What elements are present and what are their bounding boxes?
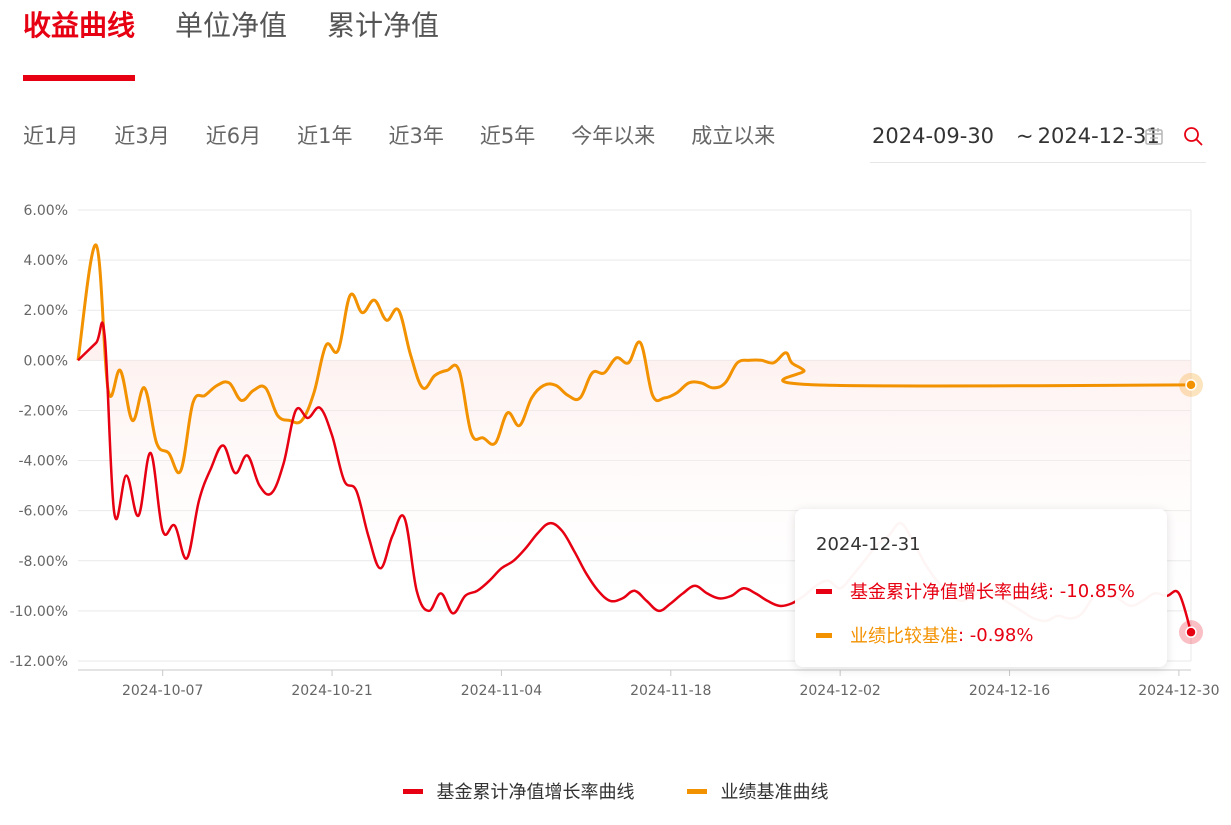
- y-tick-label: 4.00%: [24, 253, 68, 269]
- y-tick-label: 2.00%: [24, 303, 68, 319]
- end-markers: [1179, 372, 1203, 645]
- fund-end-point: [1185, 626, 1197, 638]
- y-tick-label: 6.00%: [24, 203, 68, 219]
- x-tick-label: 2024-12-02: [799, 683, 880, 699]
- date-end-input[interactable]: 2024-12-31: [1037, 124, 1160, 148]
- legend-swatch-fund: [402, 788, 423, 794]
- benchmark-line: [76, 243, 1192, 475]
- period-since-inception[interactable]: 成立以来: [691, 124, 776, 148]
- x-tick-label: 2024-10-21: [291, 683, 372, 699]
- legend-label-benchmark: 业绩基准曲线: [720, 782, 829, 803]
- period-3y[interactable]: 近3年: [388, 124, 444, 148]
- tooltip-benchmark-value: : -0.98%: [958, 624, 1034, 646]
- tooltip-benchmark-label: 业绩比较基准: [850, 626, 958, 647]
- period-1y[interactable]: 近1年: [297, 124, 353, 148]
- tab-unit-nav[interactable]: 单位净值: [175, 9, 288, 42]
- x-tick-label: 2024-11-04: [461, 683, 542, 699]
- x-axis: 2024-10-07 2024-10-21 2024-11-04 2024-11-18…: [78, 669, 1220, 699]
- x-tick-label: 2024-12-16: [969, 683, 1050, 699]
- y-tick-label: -4.00%: [18, 454, 68, 470]
- fund-swatch: [816, 588, 832, 594]
- period-6m[interactable]: 近6月: [205, 124, 262, 148]
- tooltip-fund-value: : -10.85%: [1048, 580, 1135, 602]
- calendar-icon[interactable]: [1144, 126, 1164, 146]
- y-tick-label: -6.00%: [18, 504, 68, 520]
- legend-item-fund[interactable]: 基金累计净值增长率曲线: [402, 778, 635, 804]
- period-3m[interactable]: 近3月: [114, 124, 170, 148]
- tab-cumulative-nav[interactable]: 累计净值: [327, 9, 440, 42]
- period-selector: 近1月 近3月 近6月 近1年 近3年 近5年 今年以来 成立以来: [23, 118, 811, 154]
- fund-area: [78, 322, 1191, 633]
- tooltip-fund-label: 基金累计净值增长率曲线: [850, 582, 1048, 603]
- legend-swatch-benchmark: [686, 788, 707, 794]
- area-fill: [78, 322, 1191, 633]
- chart-legend: 基金累计净值增长率曲线 业绩基准曲线: [0, 778, 1231, 804]
- benchmark-swatch: [816, 632, 832, 638]
- y-tick-label: -12.00%: [10, 654, 68, 670]
- y-tick-label: -2.00%: [18, 403, 68, 419]
- y-tick-label: 0.00%: [24, 353, 68, 369]
- x-tick-label: 2024-12-30: [1138, 683, 1219, 699]
- tooltip-row-benchmark: 业绩比较基准 : -0.98%: [816, 622, 1033, 648]
- x-tick-label: 2024-10-07: [122, 683, 203, 699]
- period-1m[interactable]: 近1月: [23, 124, 79, 148]
- return-line-chart: 6.00% 4.00% 2.00% 0.00% -2.00% -4.00% -6.00% -8…: [10, 203, 1220, 699]
- legend-label-fund: 基金累计净值增长率曲线: [436, 782, 635, 803]
- y-tick-label: -10.00%: [10, 604, 68, 620]
- benchmark-end-point: [1185, 379, 1197, 391]
- x-tick-label: 2024-11-18: [630, 683, 711, 699]
- period-5y[interactable]: 近5年: [479, 124, 536, 148]
- y-tick-label: -8.00%: [18, 554, 68, 570]
- tooltip-row-fund: 基金累计净值增长率曲线 : -10.85%: [816, 578, 1135, 604]
- date-separator: ~: [1016, 124, 1034, 148]
- period-ytd[interactable]: 今年以来: [571, 124, 656, 148]
- y-axis-ticks: 6.00% 4.00% 2.00% 0.00% -2.00% -4.00% -6.00% -8…: [10, 203, 68, 670]
- legend-item-benchmark[interactable]: 业绩基准曲线: [686, 778, 829, 804]
- data-tooltip: 2024-12-31 基金累计净值增长率曲线 : -10.85% 业绩比较基准 …: [795, 509, 1167, 667]
- search-icon[interactable]: [1182, 125, 1204, 147]
- date-start-input[interactable]: 2024-09-30: [872, 124, 995, 148]
- chart-type-tabs: 收益曲线 单位净值 累计净值: [23, 0, 479, 82]
- date-range-picker: 2024-09-30 ~ 2024-12-31: [870, 118, 1206, 163]
- tooltip-date: 2024-12-31: [816, 534, 921, 555]
- tab-return-curve[interactable]: 收益曲线: [23, 0, 136, 82]
